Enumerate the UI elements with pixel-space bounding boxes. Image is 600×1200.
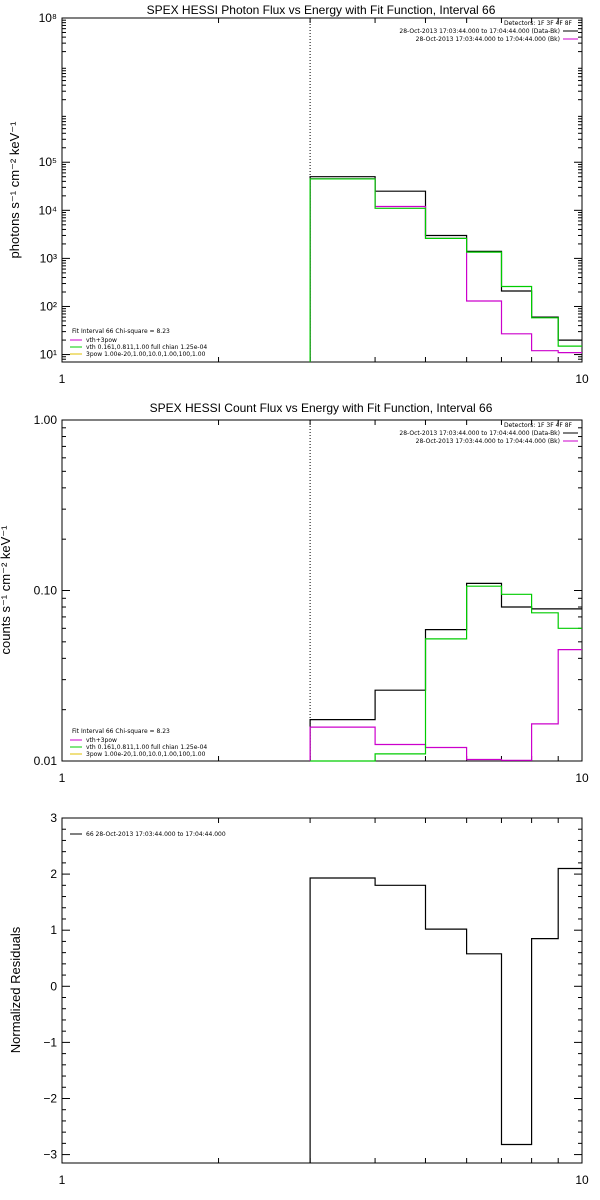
photon-flux-axes-frame — [61, 17, 583, 363]
residuals-series — [309, 867, 582, 1163]
legend-title: Detectors: 1F 3F 4F 8F — [504, 422, 573, 429]
y-tick-label: 10⁴ — [38, 203, 57, 217]
residuals-x-tick-label: 1 — [59, 1173, 66, 1187]
legend-entry-bk: 28-Oct-2013 17:03:44.000 to 17:04:44.000… — [416, 438, 560, 445]
series-line-0 — [309, 176, 582, 362]
y-tick-label: −3 — [43, 1148, 57, 1162]
legend-entry-thermal: vth 0.161,0.811,1.00 full chian 1.25e-04 — [86, 744, 207, 751]
legend-entry-data-bk: 28-Oct-2013 17:03:44.000 to 17:04:44.000… — [399, 28, 560, 35]
count-flux-title: SPEX HESSI Count Flux vs Energy with Fit… — [150, 401, 493, 415]
y-tick-label: −2 — [43, 1091, 57, 1105]
y-tick-label: 10² — [40, 299, 57, 313]
photon-flux-y-ticks: 10¹ 10² 10³ 10⁴ 10⁵ 10⁸ — [38, 11, 582, 362]
residuals-x-tick-label: 10 — [575, 1173, 589, 1187]
residuals-panel: Normalized Residuals 1 10 −3 −2 −1 0 1 2 3 66 … — [8, 811, 589, 1187]
photon-flux-legend-right: Detectors: 1F 3F 4F 8F 28-Oct-2013 17:03… — [399, 20, 578, 43]
legend-fit-info: Fit Interval 66 Chi-square = 8.23 — [72, 728, 170, 735]
legend-entry-total: vth+3pow — [86, 737, 117, 744]
photon-flux-panel: SPEX HESSI Photon Flux vs Energy with Fi… — [7, 3, 589, 386]
count-flux-series — [309, 420, 582, 762]
count-flux-x-ticks — [218, 420, 559, 761]
series-line-1 — [309, 178, 582, 362]
y-tick-label: 10⁸ — [39, 11, 57, 25]
photon-flux-x-ticks — [218, 18, 559, 362]
y-tick-label: 3 — [50, 811, 57, 825]
legend-entry-thermal: vth 0.161,0.811,1.00 full chian 1.25e-04 — [86, 344, 207, 351]
series-line-2 — [309, 178, 582, 362]
photon-flux-series — [309, 18, 582, 362]
residuals-legend: 66 28-Oct-2013 17:03:44.000 to 17:04:44.… — [70, 831, 226, 838]
photon-flux-x-tick-label: 1 — [59, 372, 66, 386]
count-flux-x-tick-label: 1 — [59, 771, 66, 785]
count-flux-legend-right: Detectors: 1F 3F 4F 8F 28-Oct-2013 17:03… — [399, 422, 578, 445]
photon-flux-legend-left: Fit Interval 66 Chi-square = 8.23 vth+3p… — [70, 328, 207, 358]
photon-flux-x-tick-label: 10 — [575, 372, 589, 386]
legend-entry-bk: 28-Oct-2013 17:03:44.000 to 17:04:44.000… — [416, 36, 560, 43]
legend-entry-powerlaw: 3pow 1.00e-20,1.00,10.0,1.00,100,1.00 — [86, 751, 206, 758]
series-line-2 — [310, 585, 582, 762]
legend-entry-data-bk: 28-Oct-2013 17:03:44.000 to 17:04:44.000… — [399, 430, 560, 437]
count-flux-legend-left: Fit Interval 66 Chi-square = 8.23 vth+3p… — [70, 728, 207, 758]
legend-entry-total: vth+3pow — [86, 337, 117, 344]
count-flux-panel: SPEX HESSI Count Flux vs Energy with Fit… — [0, 401, 589, 785]
residuals-axes-frame — [61, 817, 583, 1164]
residuals-x-ticks — [218, 818, 559, 1163]
count-flux-axes-frame — [61, 419, 583, 762]
count-flux-y-axis-label: counts s⁻¹ cm⁻² keV⁻¹ — [0, 525, 13, 655]
y-tick-label: 2 — [50, 867, 57, 881]
legend-fit-info: Fit Interval 66 Chi-square = 8.23 — [72, 328, 170, 335]
y-tick-label: −1 — [43, 1035, 57, 1049]
series-line-1 — [309, 649, 582, 761]
count-flux-y-ticks: 0.01 0.10 1.00 — [34, 413, 582, 768]
count-flux-x-tick-label: 10 — [575, 771, 589, 785]
y-tick-label: 10¹ — [40, 348, 57, 362]
y-tick-label: 0 — [50, 979, 57, 993]
photon-flux-title: SPEX HESSI Photon Flux vs Energy with Fi… — [147, 3, 496, 17]
y-tick-label: 1 — [50, 923, 57, 937]
series-line-0 — [309, 867, 582, 1163]
y-tick-label: 10⁵ — [39, 155, 57, 169]
y-tick-label: 0.01 — [34, 754, 58, 768]
y-tick-label: 10³ — [40, 251, 57, 265]
photon-flux-y-axis-label: photons s⁻¹ cm⁻² keV⁻¹ — [7, 121, 22, 259]
legend-entry-residuals: 66 28-Oct-2013 17:03:44.000 to 17:04:44.… — [86, 831, 226, 838]
legend-title: Detectors: 1F 3F 4F 8F — [504, 20, 573, 27]
residuals-y-ticks: −3 −2 −1 0 1 2 3 — [43, 811, 582, 1162]
y-tick-label: 0.10 — [34, 584, 58, 598]
series-line-0 — [309, 582, 582, 761]
residuals-y-axis-label: Normalized Residuals — [8, 926, 23, 1053]
legend-entry-powerlaw: 3pow 1.00e-20,1.00,10.0,1.00,100,1.00 — [86, 351, 206, 358]
y-tick-label: 1.00 — [34, 413, 58, 427]
